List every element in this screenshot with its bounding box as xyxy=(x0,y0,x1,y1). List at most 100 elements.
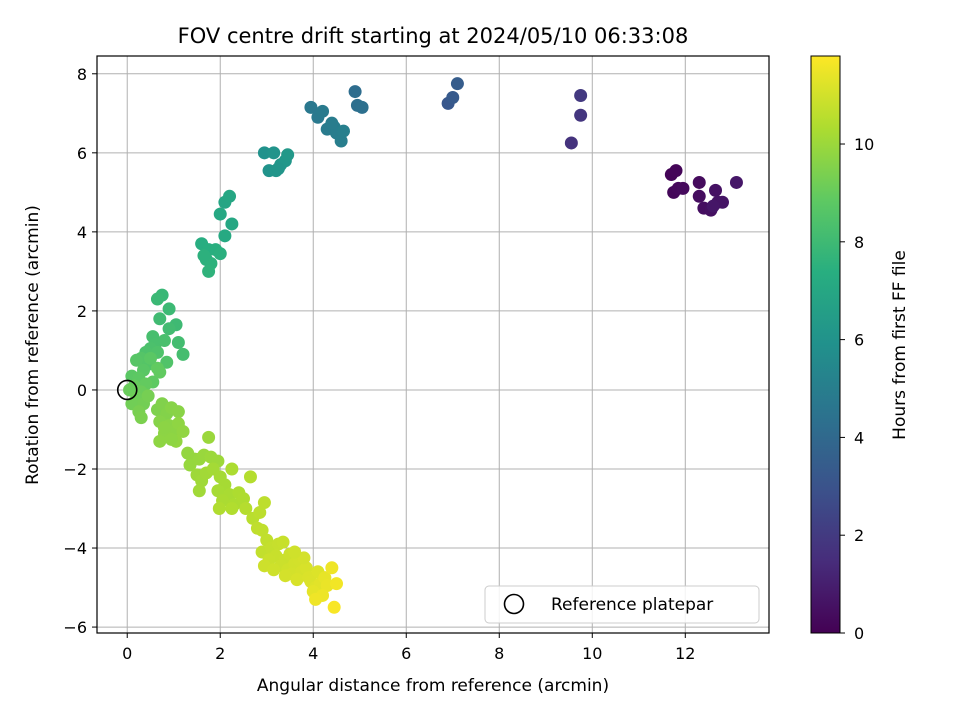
data-point xyxy=(299,561,313,575)
legend-entry-reference-platepar: Reference platepar xyxy=(551,595,713,615)
data-point xyxy=(202,264,216,278)
colorbar-tick-label: 4 xyxy=(854,428,864,447)
legend: Reference platepar xyxy=(484,585,760,624)
data-point xyxy=(336,124,350,138)
data-point xyxy=(330,577,344,591)
legend-frame xyxy=(484,585,760,624)
data-point xyxy=(141,389,155,403)
data-point xyxy=(692,189,706,203)
x-axis-label: Angular distance from reference (arcmin) xyxy=(257,676,609,696)
data-point xyxy=(150,361,164,375)
data-point xyxy=(297,551,311,565)
data-point xyxy=(334,134,348,148)
data-point xyxy=(276,535,290,549)
data-point xyxy=(257,146,271,160)
data-point xyxy=(709,183,723,197)
data-point xyxy=(281,148,295,162)
data-point xyxy=(143,351,157,365)
y-tick-label: −2 xyxy=(63,460,87,479)
data-point xyxy=(729,175,743,189)
data-point xyxy=(164,432,178,446)
data-point xyxy=(255,523,269,537)
data-point xyxy=(153,312,167,326)
y-axis-ticks: −6 −4 −2 0 2 4 6 8 xyxy=(63,65,97,637)
x-tick-label: 6 xyxy=(401,644,411,663)
colorbar-ticks: 0 2 4 6 8 10 xyxy=(840,135,874,643)
data-point xyxy=(309,592,323,606)
y-tick-label: 0 xyxy=(77,381,87,400)
y-axis-label: Rotation from reference (arcmin) xyxy=(23,205,43,485)
data-point xyxy=(153,434,167,448)
data-point xyxy=(211,484,225,498)
data-point xyxy=(171,336,185,350)
data-point xyxy=(176,424,190,438)
data-point xyxy=(213,207,227,221)
data-point xyxy=(157,334,171,348)
data-point xyxy=(446,90,460,104)
data-point xyxy=(225,217,239,231)
data-point xyxy=(574,108,588,122)
data-point xyxy=(213,247,227,261)
x-tick-label: 0 xyxy=(122,644,132,663)
legend-marker xyxy=(503,593,525,615)
colorbar-tick-label: 2 xyxy=(854,526,864,545)
colorbar-label: Hours from first FF file xyxy=(890,250,910,440)
y-tick-label: −4 xyxy=(63,539,87,558)
data-point xyxy=(271,162,285,176)
data-point xyxy=(202,430,216,444)
y-tick-label: 8 xyxy=(77,65,87,84)
data-point xyxy=(162,322,176,336)
colorbar-tick-label: 8 xyxy=(854,233,864,252)
data-point xyxy=(162,302,176,316)
data-point xyxy=(212,502,226,516)
data-point xyxy=(348,85,362,99)
colorbar xyxy=(810,55,841,634)
data-point xyxy=(160,355,174,369)
data-point xyxy=(243,470,257,484)
y-tick-label: −6 xyxy=(63,618,87,637)
x-tick-label: 12 xyxy=(675,644,695,663)
colorbar-tick-label: 10 xyxy=(854,135,874,154)
data-point xyxy=(574,89,588,103)
data-point xyxy=(157,420,171,434)
data-point xyxy=(218,229,232,243)
data-point xyxy=(290,573,304,587)
data-point xyxy=(564,136,578,150)
y-tick-label: 4 xyxy=(77,223,87,242)
colorbar-tick-label: 6 xyxy=(854,331,864,350)
data-point xyxy=(325,116,339,130)
x-tick-label: 4 xyxy=(308,644,318,663)
data-point xyxy=(327,600,341,614)
data-point xyxy=(316,104,330,118)
data-point xyxy=(706,199,720,213)
data-point xyxy=(171,405,185,419)
x-tick-label: 2 xyxy=(215,644,225,663)
data-point xyxy=(267,563,281,577)
data-point xyxy=(325,561,339,575)
data-point xyxy=(236,492,250,506)
x-tick-label: 10 xyxy=(582,644,602,663)
data-point xyxy=(253,505,267,519)
data-point xyxy=(197,249,211,263)
data-point xyxy=(692,175,706,189)
chart-title: FOV centre drift starting at 2024/05/10 … xyxy=(178,24,689,48)
y-tick-label: 2 xyxy=(77,302,87,321)
data-point xyxy=(176,347,190,361)
data-point xyxy=(239,502,253,516)
data-point xyxy=(134,411,148,425)
points-layer xyxy=(123,77,743,614)
x-axis-ticks: 0 2 4 6 8 10 12 xyxy=(122,633,695,663)
x-tick-label: 8 xyxy=(494,644,504,663)
data-point xyxy=(223,189,237,203)
data-point xyxy=(257,496,271,510)
data-point xyxy=(450,77,464,91)
grid-layer xyxy=(97,56,769,633)
data-point xyxy=(355,100,369,114)
colorbar-tick-label: 0 xyxy=(854,624,864,643)
data-point xyxy=(130,353,144,367)
data-point xyxy=(183,458,197,472)
data-point xyxy=(150,292,164,306)
data-point xyxy=(676,181,690,195)
